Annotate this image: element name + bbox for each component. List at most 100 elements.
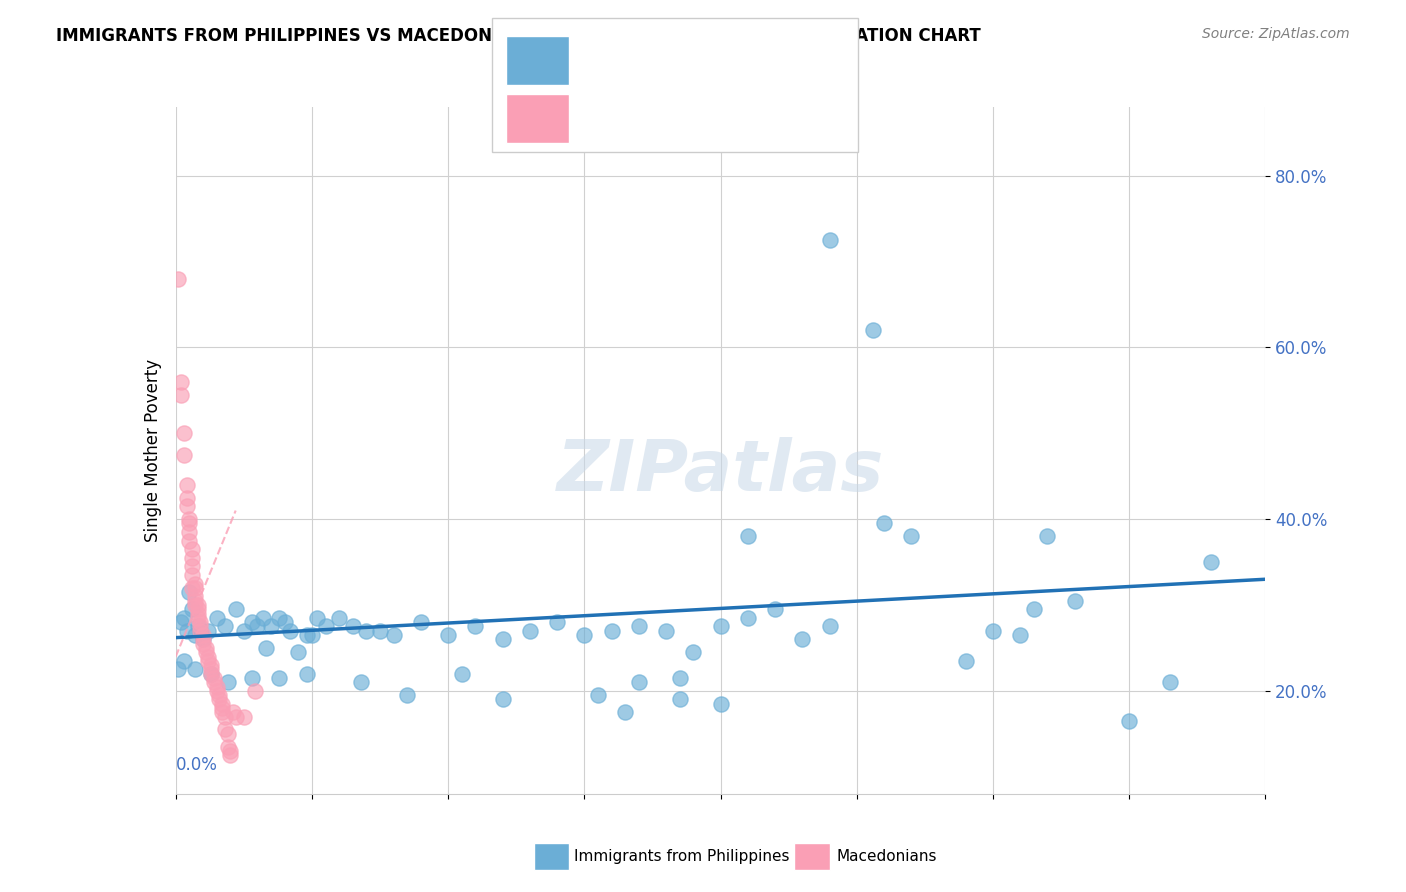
Point xyxy=(1063,593,1085,607)
Point xyxy=(181,568,204,582)
Point xyxy=(862,323,884,337)
Point xyxy=(382,628,405,642)
Point xyxy=(186,607,209,621)
Point xyxy=(710,697,733,711)
Point xyxy=(179,524,201,539)
Point xyxy=(167,271,190,285)
Text: Source: ZipAtlas.com: Source: ZipAtlas.com xyxy=(1202,27,1350,41)
Point xyxy=(197,624,219,638)
Point xyxy=(981,624,1004,638)
Point xyxy=(176,491,198,505)
Point xyxy=(214,723,236,737)
Point xyxy=(191,632,214,647)
Point xyxy=(1022,602,1045,616)
Point xyxy=(301,628,323,642)
Point xyxy=(179,512,201,526)
Point xyxy=(225,602,247,616)
Point xyxy=(342,619,364,633)
Point xyxy=(186,611,209,625)
Point xyxy=(173,611,195,625)
Text: R = 0.077    N = 50: R = 0.077 N = 50 xyxy=(583,46,775,64)
Point xyxy=(492,692,515,706)
Point xyxy=(315,619,337,633)
Point xyxy=(222,706,245,720)
Point xyxy=(173,426,195,441)
Point xyxy=(252,611,274,625)
Point xyxy=(181,581,204,595)
Point xyxy=(232,709,254,723)
Point xyxy=(600,624,623,638)
Point xyxy=(627,619,650,633)
Point xyxy=(450,666,472,681)
Point xyxy=(184,581,207,595)
Point xyxy=(655,624,678,638)
Point xyxy=(194,645,217,659)
Point xyxy=(260,619,283,633)
Point xyxy=(396,688,419,702)
Point xyxy=(205,683,228,698)
Point xyxy=(274,615,297,630)
Point xyxy=(614,706,637,720)
Point xyxy=(170,387,193,401)
Point xyxy=(254,640,277,655)
Point xyxy=(205,611,228,625)
Point xyxy=(1036,529,1059,543)
Point xyxy=(191,628,214,642)
Point xyxy=(900,529,922,543)
Point xyxy=(328,611,350,625)
Point xyxy=(668,692,690,706)
Text: 0.0%: 0.0% xyxy=(176,756,218,774)
Point xyxy=(519,624,541,638)
Point xyxy=(246,619,269,633)
Point xyxy=(188,619,211,633)
Point xyxy=(205,680,228,694)
Point xyxy=(818,233,841,247)
Point xyxy=(170,375,193,389)
Point xyxy=(232,624,254,638)
Point xyxy=(737,611,759,625)
Point xyxy=(295,666,318,681)
Point xyxy=(1118,714,1140,728)
Point xyxy=(194,640,217,655)
Point xyxy=(546,615,568,630)
Point xyxy=(955,654,977,668)
Point xyxy=(668,671,690,685)
Point xyxy=(176,500,198,514)
Point xyxy=(184,593,207,607)
Point xyxy=(208,692,231,706)
Point xyxy=(1199,555,1222,569)
Point xyxy=(188,615,211,630)
Point xyxy=(179,516,201,531)
Point xyxy=(211,697,233,711)
Point xyxy=(295,628,318,642)
Point xyxy=(186,598,209,612)
Point xyxy=(710,619,733,633)
Y-axis label: Single Mother Poverty: Single Mother Poverty xyxy=(143,359,162,542)
Point xyxy=(184,662,207,676)
Point xyxy=(186,619,209,633)
Point xyxy=(176,478,198,492)
Point xyxy=(464,619,486,633)
Point xyxy=(792,632,814,647)
Point xyxy=(181,550,204,565)
Point xyxy=(269,611,291,625)
Point xyxy=(188,624,211,638)
Point xyxy=(170,615,193,630)
Point xyxy=(307,611,329,625)
Point xyxy=(225,709,247,723)
Point xyxy=(1159,675,1181,690)
Point xyxy=(287,645,309,659)
Point xyxy=(763,602,786,616)
Point xyxy=(197,649,219,664)
Point xyxy=(1010,628,1032,642)
Text: Immigrants from Philippines: Immigrants from Philippines xyxy=(574,849,789,863)
Point xyxy=(200,658,222,673)
Point xyxy=(269,671,291,685)
Point xyxy=(176,624,198,638)
Point xyxy=(873,516,896,531)
Point xyxy=(191,632,214,647)
Point xyxy=(179,585,201,599)
Point xyxy=(586,688,609,702)
Point xyxy=(574,628,596,642)
Point xyxy=(181,559,204,574)
